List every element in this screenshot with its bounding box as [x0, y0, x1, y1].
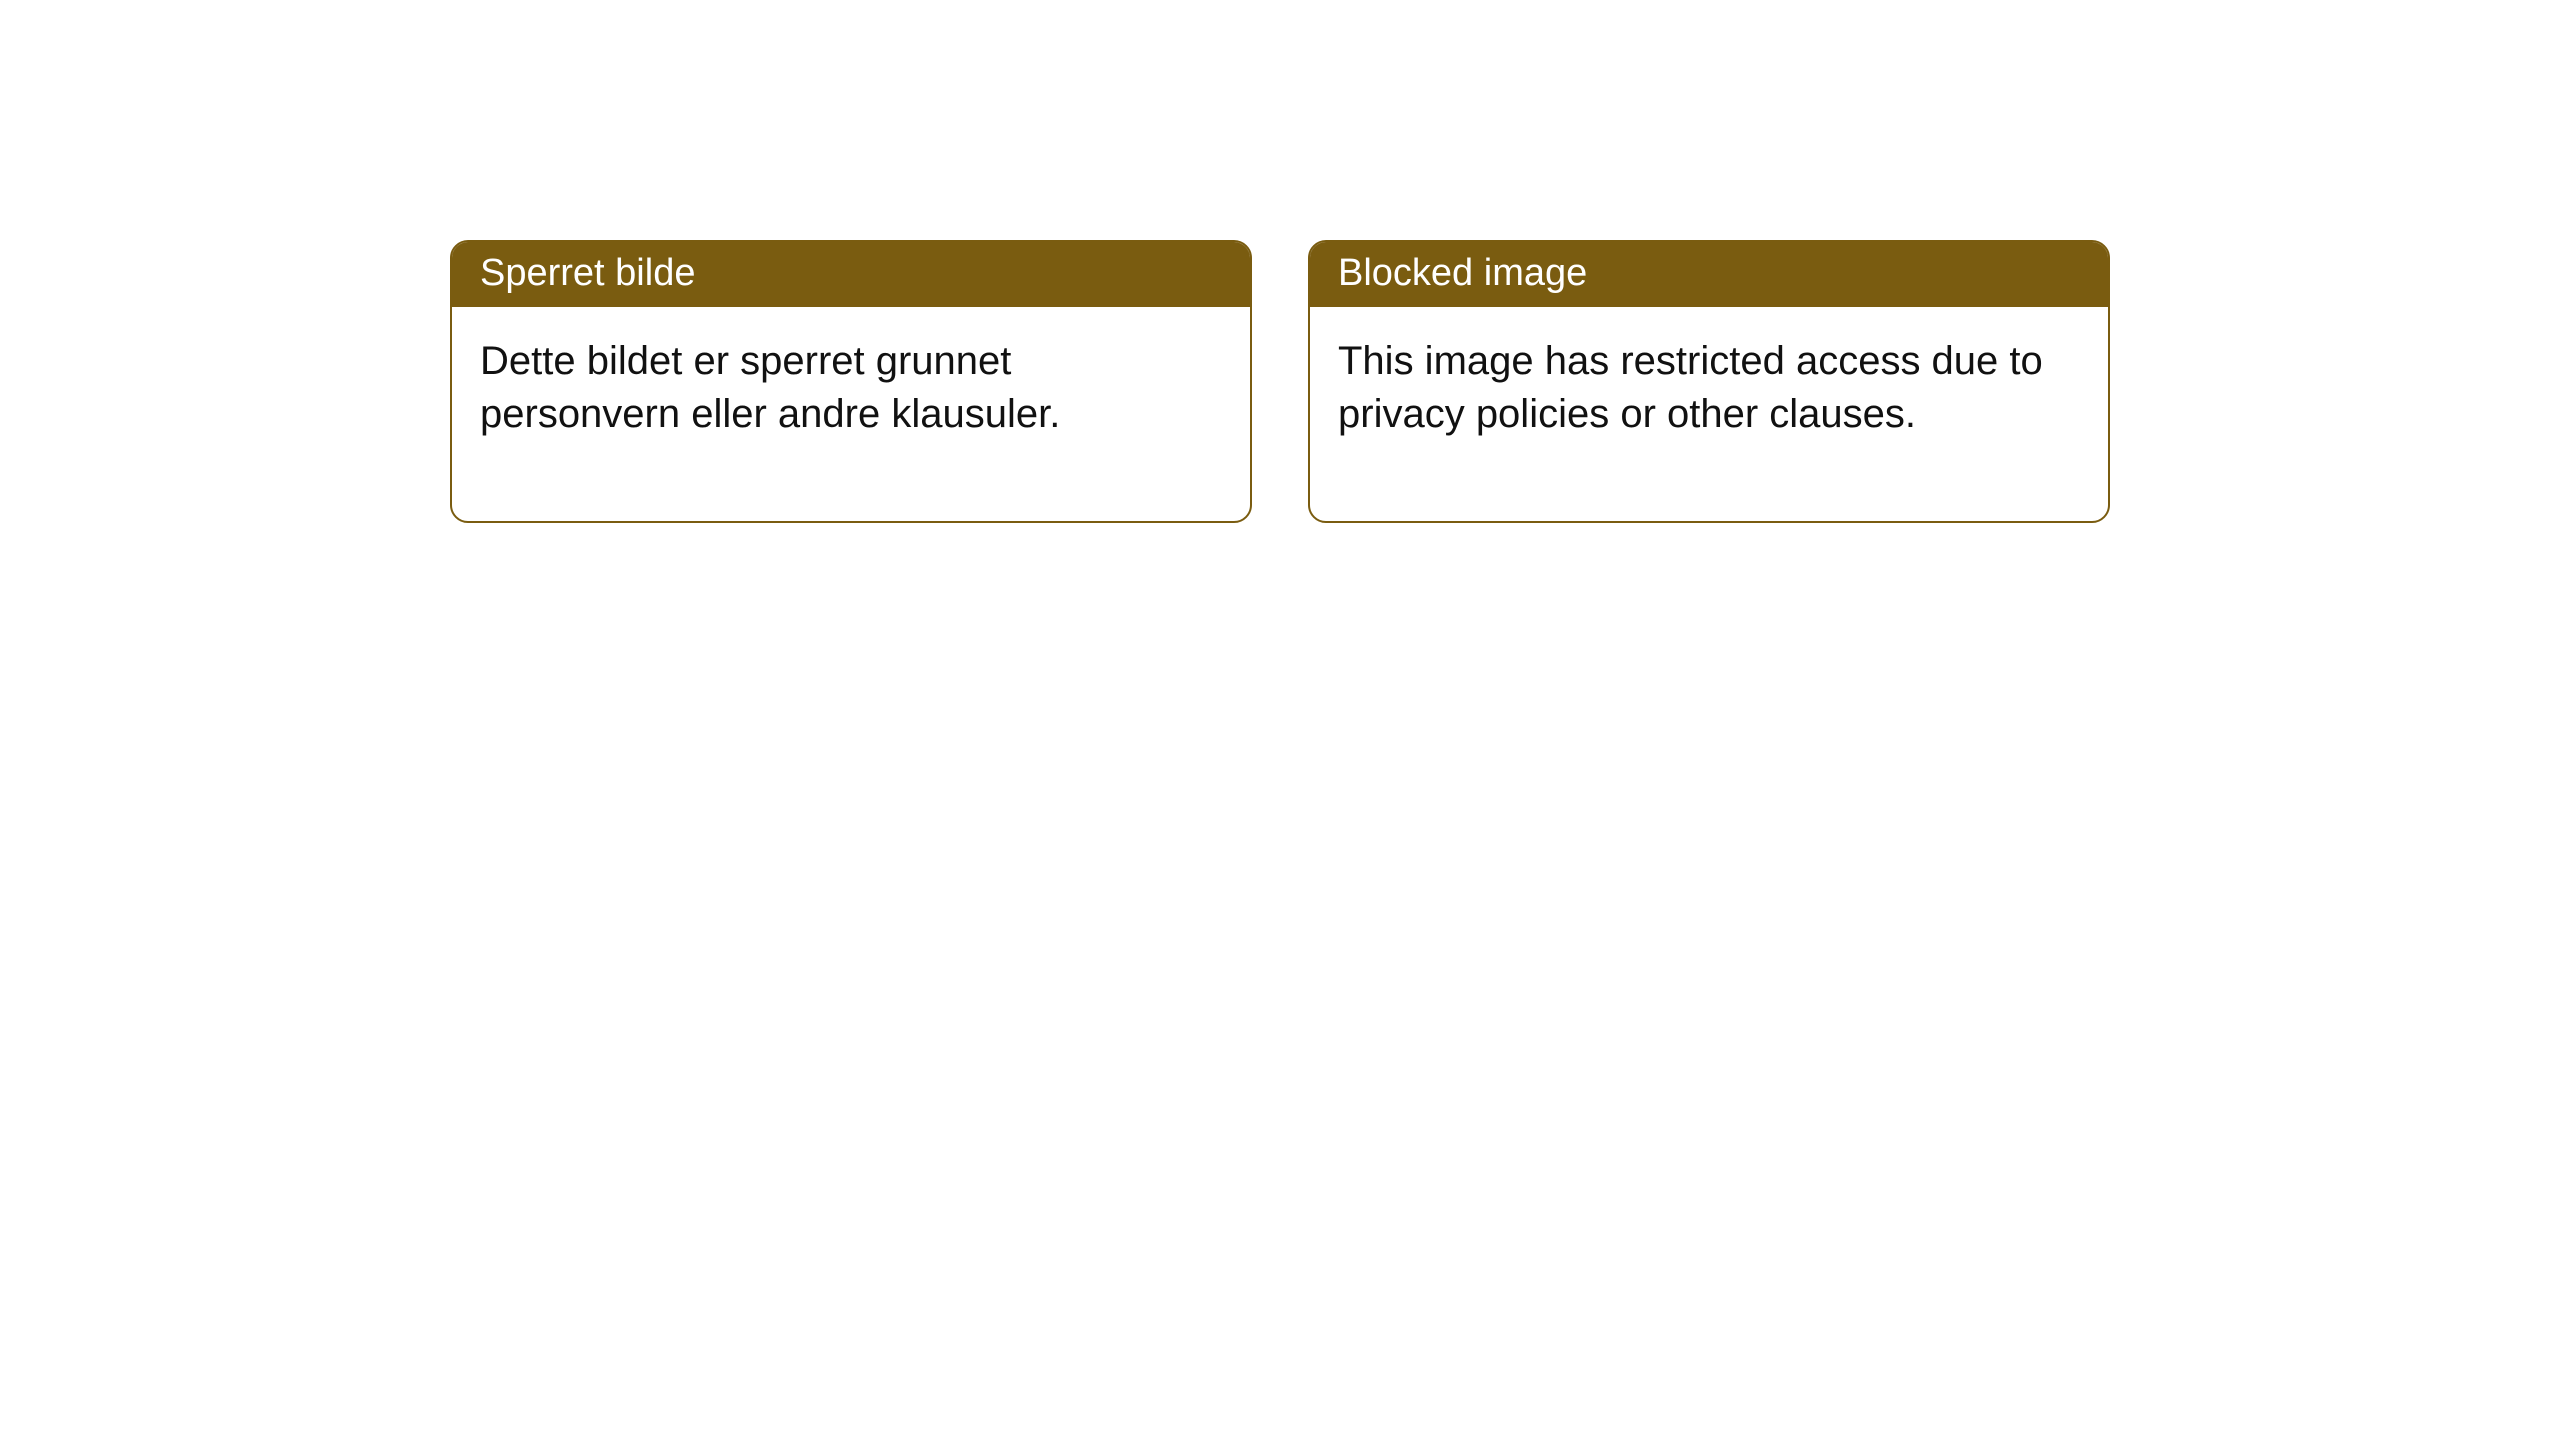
notice-header-no: Sperret bilde — [452, 242, 1250, 307]
notice-container: Sperret bilde Dette bildet er sperret gr… — [0, 0, 2560, 523]
notice-body-en: This image has restricted access due to … — [1310, 307, 2108, 521]
notice-card-en: Blocked image This image has restricted … — [1308, 240, 2110, 523]
notice-header-en: Blocked image — [1310, 242, 2108, 307]
notice-card-no: Sperret bilde Dette bildet er sperret gr… — [450, 240, 1252, 523]
notice-body-no: Dette bildet er sperret grunnet personve… — [452, 307, 1250, 521]
